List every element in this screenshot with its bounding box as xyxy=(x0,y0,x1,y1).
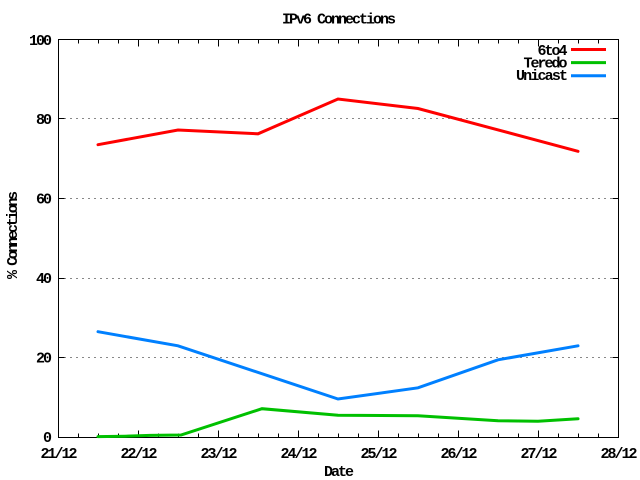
svg-text:22/12: 22/12 xyxy=(121,446,158,463)
svg-text:Date: Date xyxy=(324,464,354,480)
svg-text:Unicast: Unicast xyxy=(516,68,567,85)
svg-text:25/12: 25/12 xyxy=(361,446,398,463)
svg-text:28/12: 28/12 xyxy=(601,446,638,463)
svg-text:Teredo: Teredo xyxy=(524,56,568,73)
svg-text:20: 20 xyxy=(36,351,52,368)
svg-text:100: 100 xyxy=(29,33,52,50)
svg-text:40: 40 xyxy=(36,271,52,288)
svg-text:27/12: 27/12 xyxy=(521,446,558,463)
svg-text:21/12: 21/12 xyxy=(41,446,78,463)
svg-text:23/12: 23/12 xyxy=(201,446,238,463)
svg-text:% Connections: % Connections xyxy=(5,191,22,279)
svg-text:IPv6 Connections: IPv6 Connections xyxy=(282,12,396,29)
svg-text:6to4: 6to4 xyxy=(538,43,568,60)
svg-text:24/12: 24/12 xyxy=(281,446,318,463)
svg-text:80: 80 xyxy=(36,112,52,129)
svg-text:0: 0 xyxy=(43,430,52,447)
svg-text:60: 60 xyxy=(36,192,52,209)
svg-text:26/12: 26/12 xyxy=(441,446,478,463)
